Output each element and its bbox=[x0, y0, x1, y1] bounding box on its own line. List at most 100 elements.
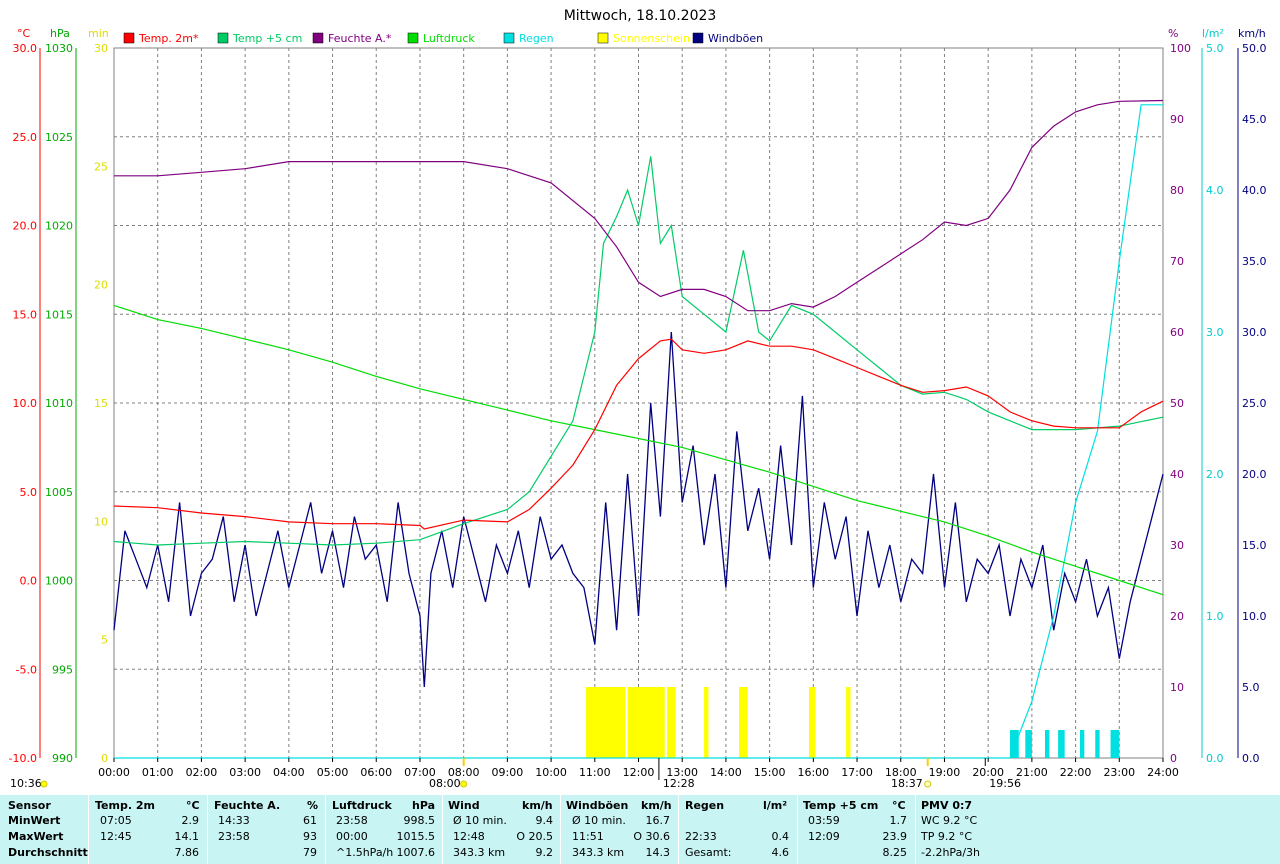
weather-chart: Mittwoch, 18.10.2023 Temp. 2m* Temp +5 cm… bbox=[8, 8, 1267, 790]
stat-boen-val: 14.3 bbox=[645, 846, 671, 859]
legend-label: Sonnenschein bbox=[613, 32, 690, 45]
x-tick-label: 13:00 bbox=[666, 766, 698, 779]
x-tick-label: 03:00 bbox=[229, 766, 261, 779]
legend-label: Windböen bbox=[708, 32, 763, 45]
temp-tick-label: -5.0 bbox=[16, 663, 37, 676]
right-axes: % l/m² km/h10090807060504030201005.04.03.0… bbox=[1168, 27, 1267, 765]
stat-pmv: -2.2hPa/3h bbox=[921, 846, 980, 859]
pressure-tick-label: 1010 bbox=[45, 397, 73, 410]
header-wind: Wind bbox=[448, 799, 480, 812]
legend-label: Feuchte A.* bbox=[328, 32, 392, 45]
sun-tick-label: 30 bbox=[94, 42, 108, 55]
sunshine-bar bbox=[666, 687, 676, 758]
stat-label: MaxWert bbox=[8, 830, 64, 843]
pressure-tick-label: 1020 bbox=[45, 220, 73, 233]
header-luftdruck-unit: hPa bbox=[412, 799, 436, 812]
stat-wind-val: 9.2 bbox=[535, 846, 554, 859]
stat-luft-time: 23:58 bbox=[336, 814, 368, 827]
rain-bar bbox=[1079, 730, 1085, 758]
stat-luft-time: 00:00 bbox=[336, 830, 368, 843]
stat-label: Durchschnitt bbox=[8, 846, 88, 859]
sunset-label: 18:37 bbox=[891, 777, 923, 790]
stat-regen-val: 0.4 bbox=[771, 830, 790, 843]
temp-tick-label: -10.0 bbox=[9, 752, 37, 765]
sunshine-bar bbox=[586, 687, 626, 758]
x-tick-label: 00:00 bbox=[98, 766, 130, 779]
x-tick-label: 12:00 bbox=[623, 766, 655, 779]
rain-bar bbox=[1110, 730, 1120, 758]
pressure-tick-label: 995 bbox=[52, 663, 73, 676]
legend-swatch bbox=[217, 32, 229, 44]
stat-regen-time: Gesamt: bbox=[685, 846, 732, 859]
stat-pmv: TP 9.2 °C bbox=[921, 830, 973, 843]
separator bbox=[797, 795, 798, 864]
stat-luft-time: ^1.5hPa/h bbox=[336, 846, 394, 859]
temp-tick-label: 20.0 bbox=[13, 220, 38, 233]
stat-boen-time: 343.3 km bbox=[572, 846, 625, 859]
header-feuchte-unit: % bbox=[307, 799, 319, 812]
temp-tick-label: 5.0 bbox=[20, 486, 38, 499]
legend-swatch bbox=[312, 32, 324, 44]
stat-feuchte-time: 14:33 bbox=[218, 814, 250, 827]
humidity-axis-unit: % bbox=[1168, 27, 1178, 40]
header-temp2m: Temp. 2m bbox=[95, 799, 155, 812]
rain-bar bbox=[1044, 730, 1050, 758]
stat-temp2m-val: 7.86 bbox=[174, 846, 200, 859]
x-tick-label: 09:00 bbox=[492, 766, 524, 779]
stat-wind-time: Ø 10 min. bbox=[453, 814, 507, 827]
header-wind-unit: km/h bbox=[522, 799, 553, 812]
humidity-tick-label: 10 bbox=[1170, 681, 1184, 694]
separator bbox=[560, 795, 561, 864]
stat-luft-val: 1015.5 bbox=[396, 830, 436, 843]
x-tick-label: 19:00 bbox=[929, 766, 961, 779]
humidity-tick-label: 40 bbox=[1170, 468, 1184, 481]
moonset-label: 19:56 bbox=[989, 777, 1021, 790]
wind-tick-label: 25.0 bbox=[1242, 397, 1267, 410]
sun-tick-label: 10 bbox=[94, 515, 108, 528]
header-luftdruck: Luftdruck bbox=[332, 799, 392, 812]
wind-tick-label: 0.0 bbox=[1242, 752, 1260, 765]
wind-tick-label: 35.0 bbox=[1242, 255, 1267, 268]
series-line bbox=[113, 338, 1164, 530]
sun-tick-label: 25 bbox=[94, 160, 108, 173]
wind-tick-label: 45.0 bbox=[1242, 113, 1267, 126]
humidity-tick-label: 0 bbox=[1170, 752, 1177, 765]
humidity-tick-label: 30 bbox=[1170, 539, 1184, 552]
wind-axis-unit: km/h bbox=[1238, 27, 1266, 40]
temp-tick-label: 15.0 bbox=[13, 308, 38, 321]
rain-bar bbox=[1095, 730, 1100, 758]
sunshine-bar bbox=[846, 687, 851, 758]
rain-tick-label: 0.0 bbox=[1206, 752, 1224, 765]
x-tick-label: 07:00 bbox=[404, 766, 436, 779]
stat-wind-time: 12:48 bbox=[453, 830, 485, 843]
sunshine-bar bbox=[627, 687, 665, 758]
sunshine-bar bbox=[808, 687, 816, 758]
stat-luft-val: 998.5 bbox=[403, 814, 436, 827]
separator bbox=[678, 795, 679, 864]
sun-axis-unit: min bbox=[88, 27, 109, 40]
stat-t5-time: 12:09 bbox=[808, 830, 840, 843]
stats-panel: Sensor Temp. 2m °C Feuchte A. % Luftdruc… bbox=[0, 795, 1280, 864]
sunrise-icon bbox=[460, 780, 468, 788]
separator bbox=[915, 795, 916, 864]
pressure-tick-label: 1015 bbox=[45, 308, 73, 321]
legend-label: Temp. 2m* bbox=[138, 32, 199, 45]
stat-boen-time: Ø 10 min. bbox=[572, 814, 626, 827]
stat-boen-val: 16.7 bbox=[645, 814, 671, 827]
header-pmv: PMV 0:7 bbox=[921, 799, 973, 812]
stat-feuchte-val: 79 bbox=[303, 846, 317, 859]
stat-feuchte-val: 93 bbox=[303, 830, 317, 843]
rain-tick-label: 2.0 bbox=[1206, 468, 1224, 481]
humidity-tick-label: 60 bbox=[1170, 326, 1184, 339]
temp-tick-label: 0.0 bbox=[20, 575, 38, 588]
stat-label: MinWert bbox=[8, 814, 61, 827]
pressure-tick-label: 1000 bbox=[45, 575, 73, 588]
legend-swatch bbox=[597, 32, 609, 44]
stat-feuchte-time: 23:58 bbox=[218, 830, 250, 843]
x-tick-label: 21:00 bbox=[1016, 766, 1048, 779]
rain-axis-unit: l/m² bbox=[1202, 27, 1224, 40]
wind-tick-label: 10.0 bbox=[1242, 610, 1267, 623]
header-sensor: Sensor bbox=[8, 799, 51, 812]
separator bbox=[88, 795, 89, 864]
humidity-tick-label: 80 bbox=[1170, 184, 1184, 197]
